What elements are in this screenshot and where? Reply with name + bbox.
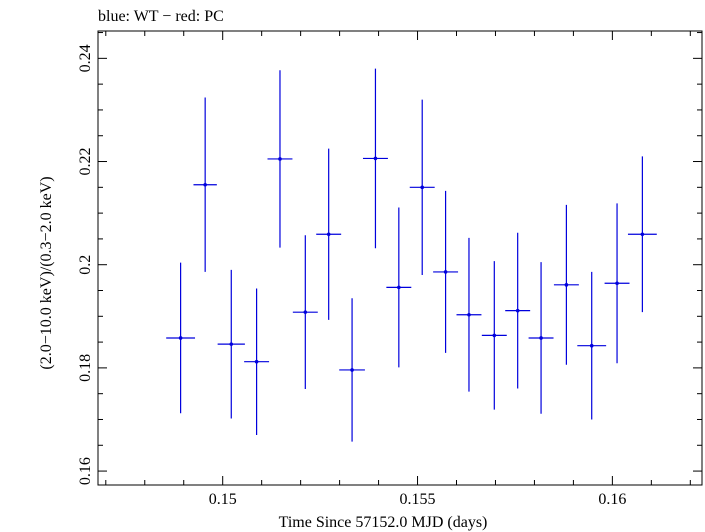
data-point: [505, 232, 531, 389]
data-point: [409, 99, 435, 276]
y-tick-label: 0.22: [77, 148, 94, 176]
data-point: [362, 68, 388, 249]
x-axis-label: Time Since 57152.0 MJD (days): [279, 514, 488, 531]
y-tick-label: 0.2: [77, 255, 94, 275]
point-marker: [615, 281, 619, 286]
y-tick-label: 0.16: [77, 457, 94, 485]
point-marker: [539, 336, 543, 340]
y-axis: 0.16 0.18 0.2 0.22 0.24: [77, 32, 702, 485]
data-point: [339, 298, 365, 442]
data-point: [267, 70, 293, 248]
data-point: [166, 262, 196, 414]
data-point: [528, 262, 554, 414]
plot-border: [97, 30, 703, 486]
data-series: [166, 68, 657, 442]
data-point: [316, 148, 342, 320]
point-marker: [373, 156, 378, 161]
point-marker: [467, 312, 471, 317]
point-marker: [564, 283, 569, 287]
point-marker: [278, 157, 282, 161]
x-tick-label: 0.15: [209, 491, 237, 508]
point-marker: [515, 308, 520, 313]
point-marker: [589, 343, 594, 348]
data-point: [577, 271, 607, 420]
point-marker: [229, 342, 234, 346]
data-point: [604, 203, 630, 364]
data-point: [481, 261, 507, 410]
data-point: [627, 156, 657, 313]
data-point: [433, 190, 459, 353]
y-tick-label: 0.24: [77, 44, 94, 72]
point-marker: [203, 182, 207, 187]
point-marker: [420, 185, 425, 190]
x-tick-label: 0.16: [598, 491, 626, 508]
x-tick-label: 0.155: [400, 491, 436, 508]
point-marker: [492, 333, 497, 338]
point-marker: [326, 232, 331, 237]
point-marker: [254, 359, 259, 364]
x-axis: 0.15 0.155 0.16: [105, 31, 691, 508]
data-point: [217, 269, 245, 419]
point-marker: [178, 336, 183, 340]
point-marker: [443, 270, 448, 274]
point-marker: [350, 368, 354, 372]
data-point: [386, 207, 412, 368]
point-marker: [303, 310, 308, 314]
data-point: [456, 237, 482, 392]
y-axis-label: (2.0−10.0 keV)/(0.3−2.0 keV): [38, 176, 55, 369]
plot-frame: [97, 30, 703, 486]
data-point: [244, 288, 270, 435]
data-point: [553, 204, 579, 365]
chart-title: blue: WT − red: PC: [98, 8, 224, 25]
y-tick-label: 0.18: [77, 354, 94, 382]
data-point: [292, 235, 318, 390]
point-marker: [397, 285, 401, 290]
point-marker: [640, 232, 645, 237]
data-point: [193, 97, 217, 272]
